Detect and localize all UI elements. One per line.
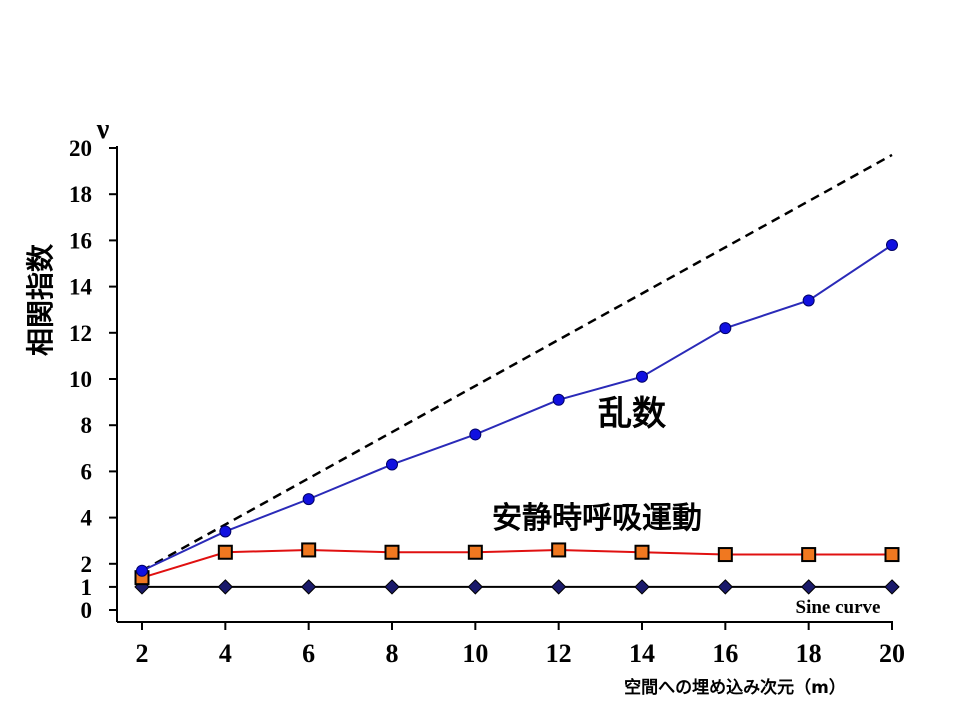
point-marker: [634, 544, 650, 560]
x-tick-label: 14: [629, 639, 655, 668]
point-marker: [801, 547, 817, 563]
point-marker: [301, 542, 317, 558]
point-marker: [884, 547, 900, 563]
series-label-random: 乱数: [598, 394, 666, 434]
series-line-1: [141, 548, 892, 579]
point-marker: [217, 579, 234, 595]
y-tick-label: 10: [69, 367, 92, 392]
x-tick-label: 8: [386, 639, 399, 668]
point-marker: [386, 458, 398, 471]
series-line-0: [141, 244, 893, 572]
y-axis-label: 相関指数: [24, 243, 57, 356]
point-marker: [302, 493, 315, 506]
point-marker: [217, 544, 233, 560]
point-marker: [719, 322, 732, 335]
y-tick-label: 2: [81, 552, 93, 577]
x-tick-label: 4: [219, 639, 232, 668]
plot-area: [134, 153, 900, 595]
reference-dashed-line: [141, 153, 893, 572]
point-marker: [886, 239, 898, 252]
y-tick-label: 1: [81, 575, 93, 600]
x-ticks: 2 4 6 8 10 12 14 16 18 20: [136, 622, 905, 668]
point-marker: [550, 579, 567, 595]
y-tick-label: 16: [69, 228, 92, 253]
y-tick-label: 4: [81, 506, 93, 531]
axes: [116, 146, 893, 623]
point-marker: [717, 579, 734, 595]
x-tick-label: 18: [796, 639, 822, 668]
point-marker: [219, 525, 232, 538]
y-tick-label: 14: [69, 275, 93, 300]
series-label-sine: Sine curve: [796, 597, 881, 618]
point-marker: [467, 579, 484, 595]
point-marker: [136, 564, 148, 577]
y-tick-label: 0: [81, 598, 93, 623]
x-tick-label: 10: [462, 639, 488, 668]
y-symbol: ν: [96, 114, 110, 145]
point-marker: [634, 579, 650, 595]
point-marker: [467, 544, 483, 560]
point-marker: [300, 579, 317, 595]
point-marker: [551, 542, 567, 558]
x-tick-label: 16: [712, 639, 738, 668]
point-marker: [636, 370, 648, 383]
y-tick-label: 18: [69, 182, 92, 207]
point-marker: [552, 393, 565, 406]
point-marker: [384, 544, 400, 560]
y-tick-label: 6: [81, 459, 93, 484]
x-tick-label: 20: [879, 639, 905, 668]
x-tick-label: 12: [546, 639, 572, 668]
series-label-breathing: 安静時呼吸運動: [492, 501, 702, 536]
point-marker: [802, 294, 815, 307]
point-marker: [884, 579, 900, 595]
x-tick-label: 2: [136, 639, 149, 668]
point-marker: [717, 547, 733, 563]
point-marker: [469, 428, 482, 441]
x-axis-label: 空間への埋め込み次元（m）: [624, 677, 846, 698]
point-marker: [800, 579, 817, 595]
x-tick-label: 6: [302, 639, 315, 668]
y-tick-label: 8: [81, 413, 93, 438]
y-tick-label: 20: [69, 136, 92, 161]
point-marker: [384, 579, 400, 595]
y-tick-label: 12: [69, 321, 92, 346]
